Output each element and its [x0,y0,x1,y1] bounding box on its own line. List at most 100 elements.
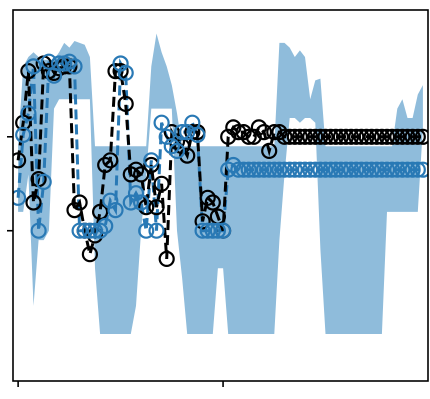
predicted-point [363,161,380,178]
actual-point [133,166,150,183]
predicted-point [235,161,252,178]
predicted-point [13,189,27,206]
actual-point [358,128,375,145]
actual-point [225,119,242,136]
predicted-point [271,161,288,178]
actual-point [122,166,139,183]
predicted-point [409,161,426,178]
predicted-point [317,161,334,178]
predicted-point [174,124,191,141]
predicted-point [163,138,180,155]
actual-point [286,128,303,145]
actual-point [127,161,145,178]
predicted-point [358,161,375,178]
actual-point [353,128,370,145]
predicted-point [281,161,298,178]
predicted-point [250,161,267,178]
predicted-point [179,124,196,141]
actual-point [281,128,298,145]
predicted-point [384,161,401,178]
predicted-point [97,217,114,235]
actual-point [409,128,426,145]
predicted-point [71,222,88,239]
predicted-point [86,222,104,239]
actual-point [266,124,283,141]
predicted-point [50,55,68,72]
predicted-point [245,161,262,178]
predicted-point [332,161,349,178]
predicted-point [148,222,165,239]
predicted-point [240,161,257,178]
predicted-point [138,222,155,239]
actual-point [404,128,421,145]
predicted-point [322,161,339,178]
actual-point [291,128,308,145]
actual-point [261,142,278,159]
predicted-point [414,161,428,178]
predicted-point [91,222,109,239]
actual-point [194,213,211,230]
predicted-point [307,161,324,178]
predicted-point [204,222,221,239]
predicted-point [35,173,52,190]
actual-point [373,128,390,145]
predicted-point [189,126,206,143]
actual-point [20,62,37,80]
predicted-point [286,161,303,178]
predicted-point [20,105,37,122]
predicted-point [261,161,278,178]
predicted-point [133,194,150,211]
predicted-point [394,161,411,178]
predicted-point [15,126,32,143]
actual-point [271,124,288,141]
actual-point [276,128,293,145]
actual-point [13,152,27,169]
predicted-point [122,194,139,211]
predicted-point [343,161,360,178]
predicted-point [153,114,170,131]
predicted-point [266,161,283,178]
predicted-point [127,185,145,202]
predicted-point [215,222,232,239]
predicted-point [158,128,175,145]
predicted-point [225,156,242,174]
actual-point [91,203,109,220]
actual-point [240,128,257,145]
actual-point [327,128,344,145]
actual-point [307,128,324,145]
predicted-point [107,202,124,219]
actual-point [302,128,319,145]
predicted-point [348,161,365,178]
predicted-point [102,192,119,209]
actual-point [117,95,134,113]
predicted-point [230,161,247,178]
actual-point [138,199,155,216]
predicted-point [378,161,396,178]
actual-point [15,114,32,131]
predicted-point [66,58,83,75]
predicted-point [199,222,216,239]
actual-point [25,194,42,211]
actual-point [204,194,221,211]
actual-point [86,227,104,244]
actual-point [81,246,99,263]
actual-point [322,128,339,145]
actual-point [153,175,170,192]
predicted-point [209,222,226,239]
actual-point [332,128,349,145]
actual-point [399,128,416,145]
actual-point [245,128,262,145]
actual-point [363,128,380,145]
actual-point [199,189,216,206]
actual-point [158,250,175,267]
axes-frame [12,9,429,382]
predicted-point [112,55,129,72]
predicted-point [389,161,406,178]
actual-point [97,156,114,174]
actual-point [250,119,267,136]
actual-point [378,128,396,145]
actual-point [143,156,160,174]
predicted-point [194,222,211,239]
axes [7,9,429,387]
